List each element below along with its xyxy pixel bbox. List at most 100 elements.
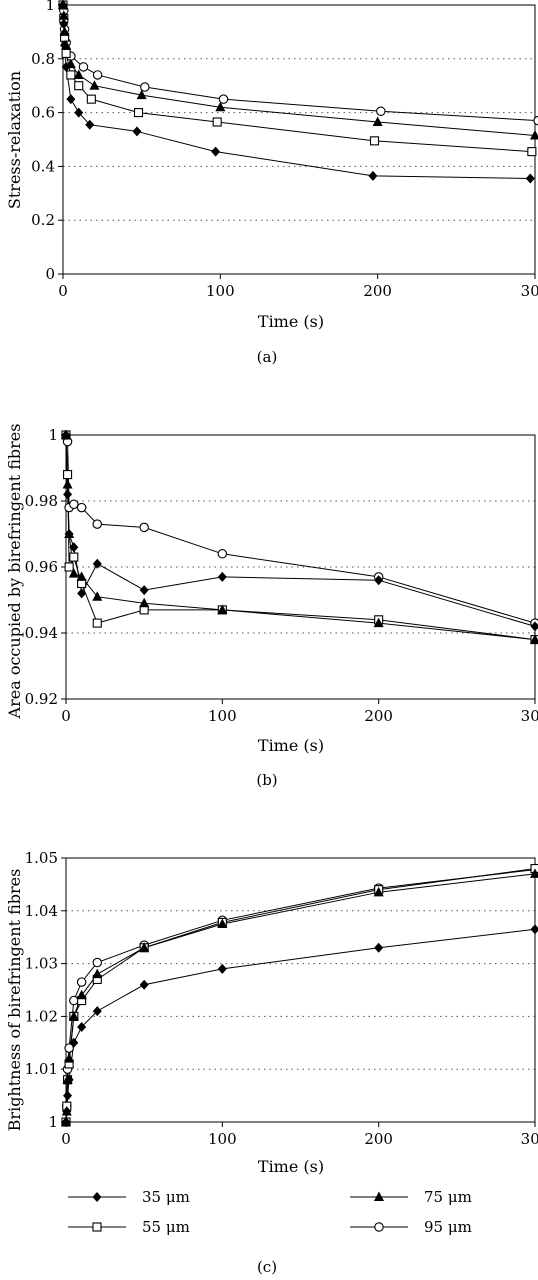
panel-c-ytick-label: 1.03 (25, 955, 58, 973)
panel-c-triangle-point (68, 1010, 79, 1021)
panel-b-triangle-point (76, 571, 87, 581)
panel-a-triangle-point (73, 69, 84, 79)
panel-b-xlabel: Time (s) (258, 736, 324, 755)
panel-b-diamond-point (63, 489, 73, 500)
panel-b-circle-point (139, 522, 149, 533)
panel-b-ytick-label: 0.92 (25, 690, 58, 708)
panel-a-diamond-point (61, 61, 71, 72)
panel-c-triangle-point (373, 886, 384, 897)
panel-b-triangle-point (62, 479, 73, 489)
panel-b-caption: (b) (256, 771, 277, 789)
panel-a-circle-point (376, 106, 386, 117)
panel-c-ytick-label: 1.02 (25, 1007, 58, 1025)
legend-circle-marker (374, 1222, 384, 1232)
panel-b-xtick-label: 100 (208, 707, 237, 725)
panel-b-triangle-point (373, 617, 384, 628)
panel-c-circle-point (64, 1043, 74, 1053)
panel-b-circle-point (217, 549, 228, 559)
panel-a-triangle-point (59, 26, 70, 36)
legend-label: 35 μm (142, 1188, 190, 1206)
panel-a-ytick-label: 1 (45, 0, 55, 14)
panel-b-diamond-point (374, 575, 384, 586)
panel-b-series-square-line (65, 434, 536, 641)
panel-c-diamond-point (63, 1090, 73, 1101)
panel-b-xtick-label: 200 (364, 707, 393, 725)
panel-a-square-point (527, 147, 537, 157)
panel-a-diamond-point (211, 146, 221, 157)
panel-b-series-triangle-line (65, 434, 536, 641)
legend: 35 μm 75 μm 55 μm 95 μm (68, 1188, 472, 1236)
panel-a-circle-point (140, 82, 150, 92)
panel-b-square-point (64, 562, 74, 572)
panel-a-triangle-point (136, 89, 147, 100)
legend-label: 95 μm (424, 1218, 472, 1236)
panel-c-ytick-label: 1.04 (25, 902, 58, 920)
panel-b-triangle-point (68, 568, 79, 578)
panel-c-diamond-point (77, 1021, 87, 1032)
panel-b-square-point (63, 470, 73, 480)
panel-c-ylabel: Brightness of birefringent fibres (5, 869, 24, 1132)
panel-a-xtick-label: 300 (521, 282, 538, 300)
panel-a-diamond-point (368, 170, 378, 181)
panel-b-square-point (69, 552, 79, 562)
panel-b-triangle-point (530, 634, 538, 644)
panel-a-ytick-label: 0.4 (31, 157, 55, 175)
panel-a-square-point (369, 136, 380, 146)
panel-b-diamond-point (530, 621, 538, 632)
legend-diamond-marker (92, 1192, 102, 1202)
panel-b-ytick-label: 0.98 (25, 492, 58, 510)
panel-b-diamond-point (64, 529, 74, 539)
panel-c-series-square-line (65, 868, 536, 1123)
panel-a-diamond-point (59, 18, 69, 29)
panel-b-triangle-point (92, 591, 103, 601)
panel-c-diamond-point (374, 942, 384, 953)
panel-a-circle-point (92, 70, 103, 80)
panel-b-xtick-label: 300 (521, 707, 538, 725)
panel-a-ytick-label: 0 (45, 265, 55, 283)
panel-a-triangle-point (215, 101, 226, 112)
panel-a-xlabel: Time (s) (258, 312, 324, 331)
panel-a-xtick-label: 200 (363, 282, 392, 300)
panel-a-diamond-point (58, 0, 68, 10)
panel-c-triangle-point (92, 968, 103, 979)
panel-a-diamond-point (74, 107, 84, 118)
panel-c-triangle-point (217, 918, 228, 928)
legend-square-marker (92, 1222, 102, 1232)
panel-b-ytick-label: 0.94 (25, 624, 58, 642)
panel-b-circle-point (69, 499, 79, 510)
panel-c-diamond-point (61, 1117, 71, 1127)
panel-a-square-point (133, 108, 144, 118)
panel-c-diamond-point (92, 1006, 102, 1017)
panel-b-ylabel: Area occupied by birefringent fibres (5, 424, 24, 720)
panel-a-caption: (a) (257, 348, 278, 366)
panel-a-diamond-point (525, 173, 535, 184)
panel-c-series-circle-line (65, 869, 536, 1123)
panel-b-triangle-point (217, 604, 228, 614)
panel-a-triangle-point (89, 80, 100, 90)
panel-a-ylabel: Stress-relaxation (5, 71, 24, 209)
legend-label: 75 μm (424, 1188, 472, 1206)
panel-c-xtick-label: 0 (61, 1130, 71, 1148)
panel-a-ytick-label: 0.2 (31, 211, 55, 229)
panel-b-diamond-point (69, 542, 79, 553)
panel-c-xtick-label: 100 (208, 1130, 237, 1148)
panel-a-square-point (212, 117, 222, 127)
panel-a-ytick-label: 0.6 (31, 104, 55, 122)
panel-b-series-diamond-line (65, 434, 536, 627)
panel-c-caption: (c) (257, 1258, 277, 1276)
panel-a-series-circle-line (62, 4, 538, 122)
panel-a-diamond-point (66, 94, 76, 105)
panel-c-ytick-label: 1 (48, 1113, 58, 1131)
panel-a-triangle-point (372, 116, 383, 127)
panel-c-ytick-label: 1.01 (25, 1060, 58, 1078)
panel-c-circle-point (92, 957, 103, 968)
panel-b-square-point (92, 618, 102, 628)
panel-a-triangle-point (530, 129, 538, 140)
panel-a-series-diamond-line (62, 4, 531, 180)
panel-a-square-point (61, 48, 71, 58)
panel-c-diamond-point (69, 1037, 79, 1048)
panel-c-plot-frame (65, 857, 536, 1123)
panel-a-square-point (74, 81, 84, 91)
panel-b-chart: Area occupied by birefringent fibres Tim… (5, 424, 538, 789)
